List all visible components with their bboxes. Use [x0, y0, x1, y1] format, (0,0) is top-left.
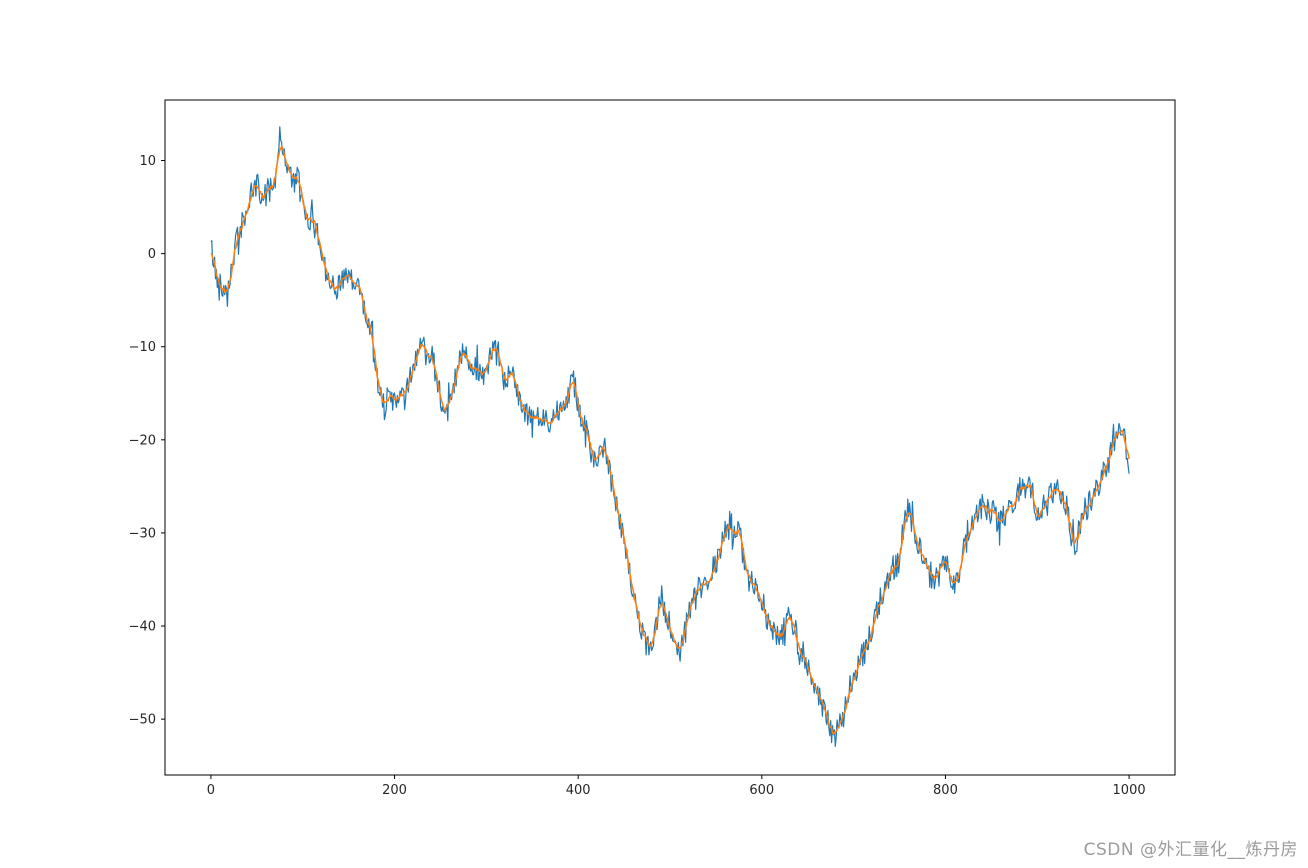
series-moving-average-line [210, 145, 1130, 735]
x-tick-label: 200 [382, 783, 407, 798]
x-tick-label: 800 [933, 783, 958, 798]
x-tick-label: 0 [207, 783, 215, 798]
x-tick-label: 400 [566, 783, 591, 798]
csdn-watermark: CSDN @外汇量化__炼丹房 [1083, 840, 1298, 860]
series-raw-line [210, 126, 1130, 747]
y-tick-label: −20 [129, 433, 156, 448]
axes-spines [164, 99, 1176, 776]
x-tick-label: 1000 [1113, 783, 1146, 798]
y-tick-label: −10 [129, 340, 156, 355]
y-tick-label: −40 [129, 620, 156, 635]
y-tick-label: 0 [148, 247, 156, 262]
y-tick-label: −50 [129, 713, 156, 728]
y-tick-label: 10 [139, 154, 156, 169]
x-tick-label: 600 [749, 783, 774, 798]
y-tick-label: −30 [129, 526, 156, 541]
